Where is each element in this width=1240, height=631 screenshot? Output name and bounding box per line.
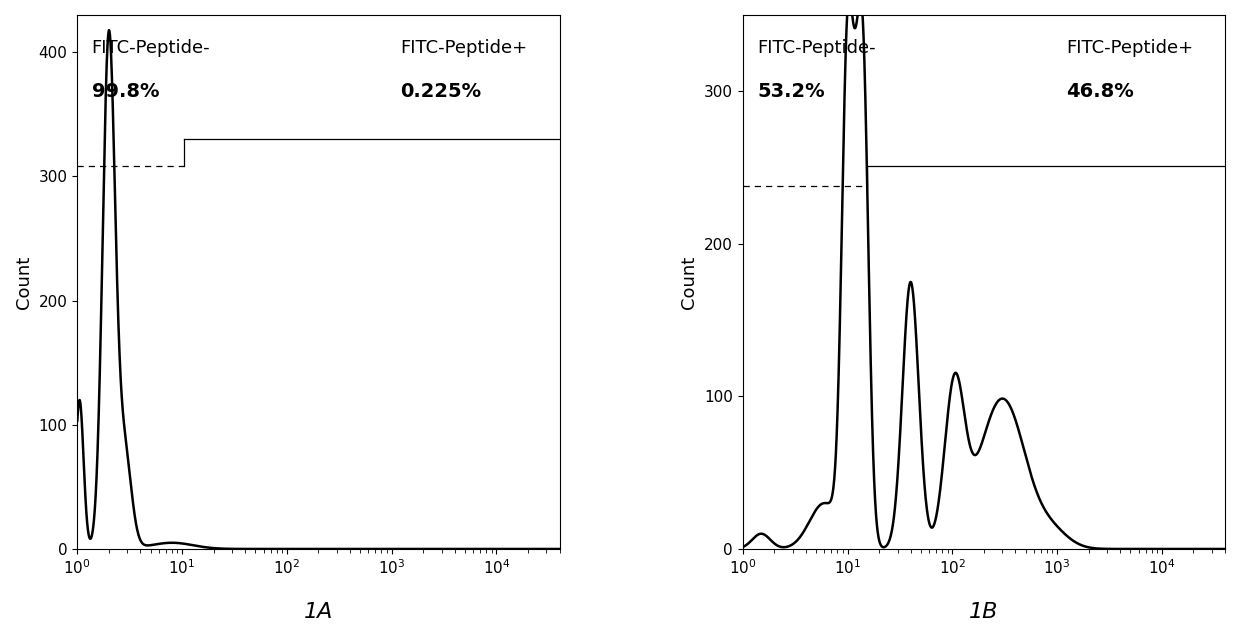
Text: 1A: 1A xyxy=(304,603,334,622)
Y-axis label: Count: Count xyxy=(681,256,698,309)
Text: 1B: 1B xyxy=(970,603,998,622)
Text: 46.8%: 46.8% xyxy=(1066,82,1133,101)
Text: FITC-Peptide+: FITC-Peptide+ xyxy=(1066,39,1193,57)
Text: FITC-Peptide-: FITC-Peptide- xyxy=(758,39,875,57)
Y-axis label: Count: Count xyxy=(15,256,33,309)
Text: FITC-Peptide-: FITC-Peptide- xyxy=(92,39,211,57)
Text: 0.225%: 0.225% xyxy=(401,82,481,101)
Text: 53.2%: 53.2% xyxy=(758,82,825,101)
Text: FITC-Peptide+: FITC-Peptide+ xyxy=(401,39,527,57)
Text: 99.8%: 99.8% xyxy=(92,82,159,101)
